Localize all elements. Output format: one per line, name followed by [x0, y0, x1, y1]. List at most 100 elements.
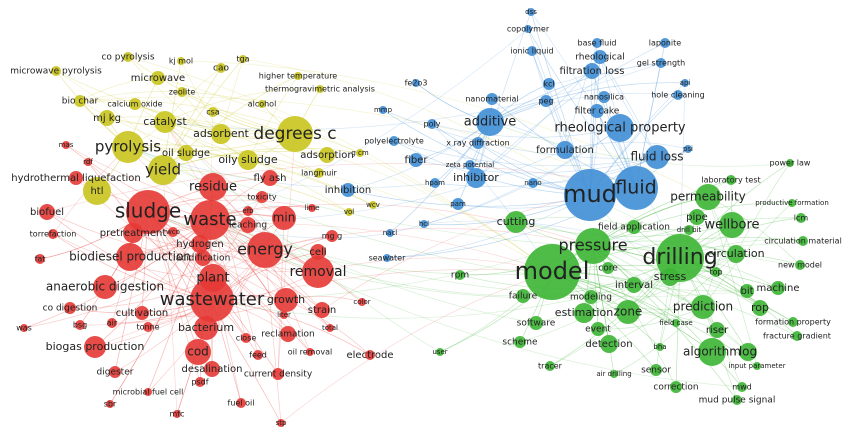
keyword-label: efb — [242, 207, 254, 215]
keyword-node — [737, 382, 747, 392]
keyword-label: growth — [267, 293, 305, 306]
keyword-label: base fluid — [577, 39, 616, 48]
keyword-node — [253, 350, 263, 360]
edge — [247, 159, 553, 273]
edge — [564, 141, 689, 151]
keyword-label: drill bit — [677, 226, 702, 234]
keyword-label: filter cake — [575, 107, 620, 117]
edge — [209, 219, 391, 239]
keyword-node — [204, 361, 220, 377]
edge — [475, 42, 666, 179]
keyword-label: bacterium — [178, 321, 234, 334]
keyword-node — [143, 322, 153, 332]
keyword-node — [698, 338, 726, 366]
keyword-node — [516, 289, 530, 303]
keyword-node — [93, 275, 117, 299]
keyword-label: adsorption — [300, 150, 353, 161]
keyword-label: pyrolysis — [95, 138, 161, 156]
keyword-node — [99, 110, 115, 126]
keyword-label: fluid — [615, 177, 656, 199]
keyword-node — [177, 87, 187, 97]
keyword-label: microwave — [131, 73, 185, 84]
edge — [317, 257, 553, 273]
edge — [280, 271, 553, 424]
keyword-label: fuel oil — [228, 399, 255, 408]
keyword-node — [379, 106, 387, 114]
keyword-node — [792, 331, 802, 341]
keyword-node — [386, 229, 394, 237]
keyword-node — [514, 336, 526, 348]
keyword-label: catalyst — [143, 115, 187, 128]
keyword-node — [345, 208, 353, 216]
keyword-node — [383, 254, 391, 262]
keyword-node — [195, 377, 205, 387]
keyword-label: modeling — [570, 293, 612, 303]
keyword-node — [277, 419, 285, 427]
keyword-node — [727, 245, 745, 263]
keyword-node — [247, 232, 283, 268]
keyword-label: kj mol — [169, 57, 193, 66]
keyword-node — [575, 228, 611, 264]
keyword-node — [306, 348, 314, 356]
keyword-node — [129, 98, 141, 110]
keyword-label: productive formation — [755, 199, 829, 207]
keyword-label: fat — [35, 255, 46, 264]
keyword-node — [35, 254, 45, 264]
edge — [79, 100, 249, 161]
keyword-label: zeta potential — [446, 161, 494, 169]
edge — [515, 216, 635, 228]
edge — [157, 77, 553, 273]
keyword-node — [106, 400, 114, 408]
edge — [162, 147, 361, 171]
keyword-label: oil removal — [288, 348, 332, 357]
keyword-label: htl — [90, 186, 103, 197]
keyword-label: stp — [276, 419, 287, 427]
keyword-label: degrees c — [253, 124, 336, 144]
keyword-label: software — [517, 319, 556, 329]
keyword-node — [627, 220, 641, 234]
keyword-label: algorithm — [683, 345, 741, 359]
keyword-node — [280, 311, 288, 319]
keyword-label: calcium oxide — [107, 100, 162, 109]
keyword-node — [614, 166, 658, 210]
keyword-node — [144, 388, 152, 396]
edge — [277, 133, 296, 375]
keyword-label: scheme — [502, 338, 538, 348]
keyword-label: sensor — [641, 366, 671, 376]
keyword-label: kcl — [543, 80, 554, 89]
edge — [489, 92, 679, 123]
keyword-node — [409, 153, 423, 167]
edge — [549, 276, 671, 367]
keyword-node — [356, 149, 364, 157]
keyword-node — [326, 324, 334, 332]
keyword-node — [656, 343, 664, 351]
keyword-node — [389, 136, 399, 146]
keyword-node — [564, 169, 616, 221]
keyword-node — [798, 236, 808, 246]
keyword-node — [135, 306, 149, 320]
keyword-node — [788, 199, 796, 207]
keyword-node — [241, 333, 251, 343]
keyword-label: alcohol — [248, 100, 277, 109]
keyword-label: mj kg — [93, 113, 121, 124]
keyword-label: peg — [538, 97, 553, 106]
keyword-label: detection — [585, 339, 632, 350]
keyword-node — [151, 71, 165, 85]
keyword-label: fiber — [405, 155, 429, 166]
keyword-label: vol — [344, 208, 354, 216]
keyword-label: plant — [196, 271, 229, 286]
keyword-node — [75, 320, 85, 330]
edge — [608, 253, 737, 345]
keyword-node — [670, 381, 682, 393]
keyword-label: csa — [206, 108, 220, 117]
edge — [147, 211, 323, 311]
edge — [164, 88, 321, 123]
edge — [209, 219, 743, 388]
keyword-node — [39, 204, 55, 220]
edge — [423, 220, 681, 259]
keyword-label: fe2o3 — [405, 79, 428, 88]
keyword-node — [74, 95, 86, 107]
keyword-node — [527, 46, 537, 56]
edge — [489, 82, 686, 123]
keyword-label: psdf — [191, 378, 208, 387]
